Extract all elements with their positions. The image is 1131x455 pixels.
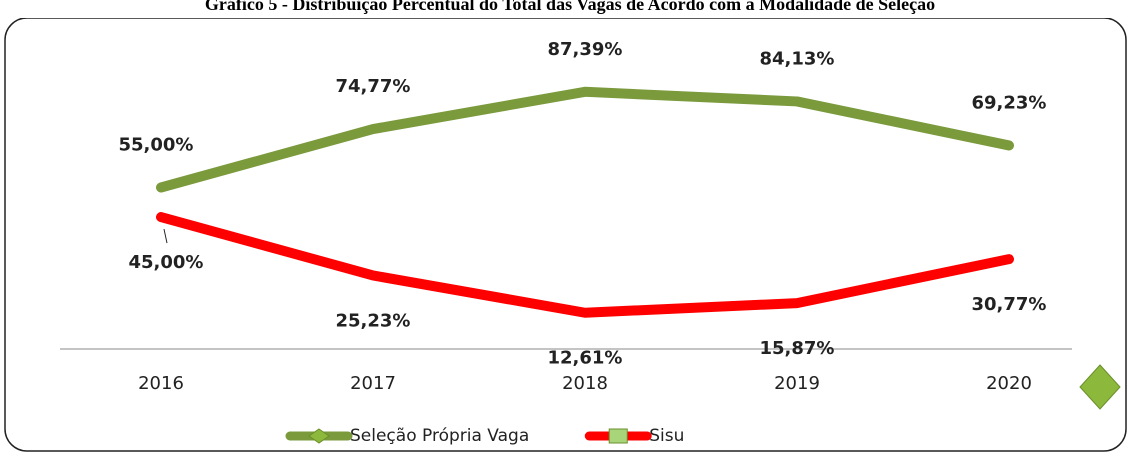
data-label: 87,39% <box>548 39 623 60</box>
x-tick-label: 2016 <box>138 373 184 394</box>
legend-item: Seleção Própria Vaga <box>285 426 529 446</box>
legend-label: Sisu <box>649 426 684 446</box>
data-label: 25,23% <box>336 310 411 331</box>
legend-marker <box>308 428 330 444</box>
x-tick-label: 2020 <box>986 373 1032 394</box>
data-label: 15,87% <box>760 338 835 359</box>
x-tick-label: 2019 <box>774 373 820 394</box>
data-label: 55,00% <box>119 135 194 156</box>
chart-title: Gráfico 5 - Distribuição Percentual do T… <box>205 0 935 14</box>
legend-item: Sisu <box>584 426 684 446</box>
series-line <box>156 86 1014 193</box>
data-label: 12,61% <box>548 348 623 369</box>
data-label: 74,77% <box>336 76 411 97</box>
x-tick-label: 2018 <box>562 373 608 394</box>
data-label: 30,77% <box>972 294 1047 315</box>
leader-line <box>163 228 168 244</box>
legend-marker <box>608 428 628 444</box>
data-label: 69,23% <box>972 92 1047 113</box>
title-backdrop <box>0 0 1131 18</box>
x-tick-label: 2017 <box>350 373 396 394</box>
data-label: 45,00% <box>129 252 204 273</box>
data-label: 84,13% <box>760 48 835 69</box>
series-line <box>156 212 1014 318</box>
stray-marker <box>1079 364 1121 410</box>
legend-label: Seleção Própria Vaga <box>350 426 529 446</box>
